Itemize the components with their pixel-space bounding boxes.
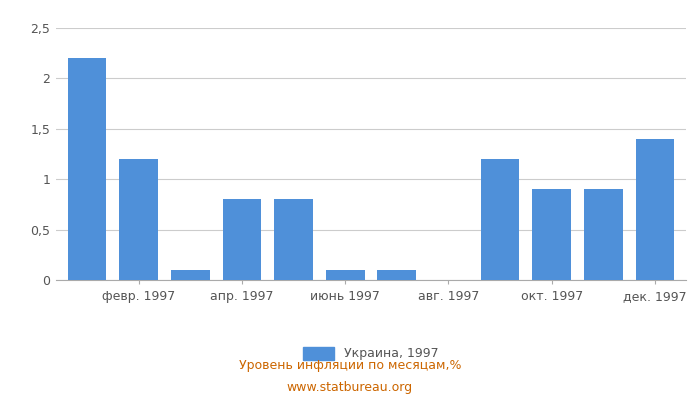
- Bar: [533, 189, 571, 280]
- Bar: [68, 58, 106, 280]
- Bar: [481, 159, 519, 280]
- Bar: [584, 189, 623, 280]
- Legend: Украина, 1997: Украина, 1997: [298, 342, 444, 365]
- Bar: [223, 199, 261, 280]
- Bar: [171, 270, 209, 280]
- Bar: [274, 199, 313, 280]
- Bar: [119, 159, 158, 280]
- Bar: [326, 270, 365, 280]
- Text: Уровень инфляции по месяцам,%: Уровень инфляции по месяцам,%: [239, 360, 461, 372]
- Bar: [377, 270, 416, 280]
- Text: www.statbureau.org: www.statbureau.org: [287, 382, 413, 394]
- Bar: [636, 139, 674, 280]
